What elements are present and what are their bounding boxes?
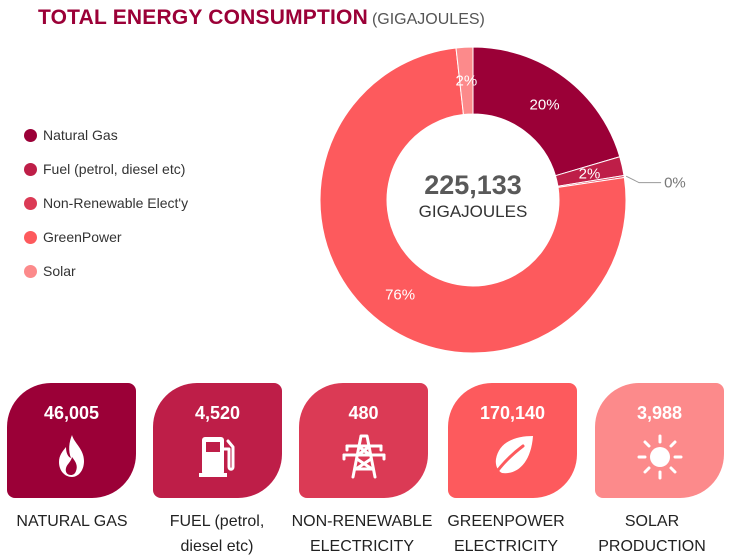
tile-non-renewable[interactable]: 480 [299, 383, 428, 498]
legend-swatch [24, 230, 37, 244]
legend-label: Solar [43, 263, 76, 279]
tile-label-greenpower: GREENPOWER ELECTRICITY [447, 513, 565, 555]
total-unit: GIGAJOULES [419, 202, 528, 221]
legend-item-solar[interactable]: Solar [24, 254, 188, 288]
tile-natural-gas[interactable]: 46,005 [7, 383, 136, 498]
tile-label-natural-gas: NATURAL GAS [16, 513, 128, 530]
tile-fuel[interactable]: 4,520 [153, 383, 282, 498]
tile-label-solar: SOLAR PRODUCTION [598, 513, 706, 555]
legend-swatch [24, 162, 37, 176]
donut-slice-labels: 20% 2% 0% 76% 2% [385, 73, 686, 304]
leaf-icon [448, 433, 577, 481]
tile-value: 4,520 [194, 403, 241, 423]
tile-solar[interactable]: 3,988 [595, 383, 724, 498]
power-tower-icon [299, 433, 428, 481]
legend-item-greenpower[interactable]: GreenPower [24, 220, 188, 254]
donut-slice-greenpower[interactable] [319, 47, 627, 354]
summary-tiles: 46,005 4,520 480 [0, 383, 729, 560]
donut-slices [319, 46, 627, 354]
legend-swatch [24, 264, 37, 278]
tile-value: 480 [348, 403, 379, 423]
slice-label-fuel: 2% [579, 165, 601, 182]
donut-chart: 20% 2% 0% 76% 2% 225,133 GIGAJOULES [319, 46, 686, 354]
donut-slice-natural-gas[interactable] [472, 46, 621, 177]
slice-label-natural-gas: 20% [530, 96, 560, 113]
slice-label-greenpower: 76% [385, 287, 415, 304]
legend-swatch [24, 128, 37, 142]
tile-value: 46,005 [43, 403, 100, 423]
fuel-pump-icon [153, 433, 282, 481]
legend: Natural Gas Fuel (petrol, diesel etc) No… [24, 118, 188, 288]
tile-label-fuel: FUEL (petrol, diesel etc) [169, 513, 265, 555]
legend-item-non-renewable[interactable]: Non-Renewable Elect'y [24, 186, 188, 220]
legend-item-natural-gas[interactable]: Natural Gas [24, 118, 188, 152]
flame-icon [7, 433, 136, 481]
tile-value: 170,140 [479, 403, 546, 423]
legend-label: Non-Renewable Elect'y [43, 195, 189, 211]
leader-line-non-renewable [625, 175, 662, 184]
sun-icon [595, 433, 724, 481]
slice-label-solar: 2% [456, 73, 478, 90]
title-main: TOTAL ENERGY CONSUMPTION [38, 6, 368, 29]
donut-slice-solar[interactable] [455, 46, 474, 116]
slice-label-non-renewable: 0% [664, 175, 686, 192]
title-unit: (GIGAJOULES) [371, 11, 485, 28]
legend-label: Natural Gas [43, 127, 118, 143]
tile-greenpower[interactable]: 170,140 [448, 383, 577, 498]
legend-label: GreenPower [43, 229, 122, 245]
total-value: 225,133 [424, 170, 522, 200]
chart-title: TOTAL ENERGY CONSUMPTION (GIGAJOULES) [38, 6, 485, 30]
legend-label: Fuel (petrol, diesel etc) [43, 161, 186, 177]
legend-item-fuel[interactable]: Fuel (petrol, diesel etc) [24, 152, 188, 186]
legend-swatch [24, 196, 37, 210]
tile-value: 3,988 [636, 403, 683, 423]
tile-label-non-renewable: NON-RENEWABLE ELECTRICITY [291, 513, 433, 555]
